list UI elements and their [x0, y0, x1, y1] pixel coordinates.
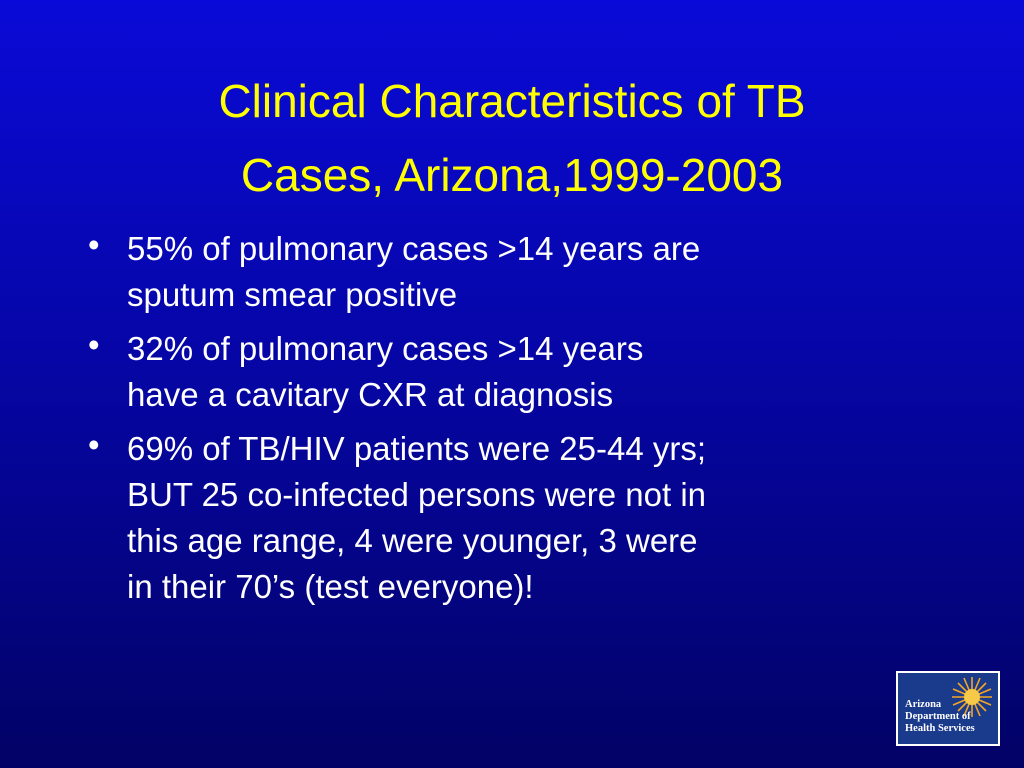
title-line: Cases, Arizona,1999-2003: [240, 149, 784, 201]
bullet-line: 69% of TB/HIV patients were 25-44 yrs;: [127, 430, 706, 467]
bullet-line: have a cavitary CXR at diagnosis: [127, 376, 614, 413]
bullet-line: this age range, 4 were younger, 3 were: [127, 522, 698, 559]
bullet-list: 55% of pulmonary cases >14 years are sput…: [88, 226, 988, 618]
bullet-line: in their 70’s (test everyone)!: [127, 568, 534, 605]
bullet-line: BUT 25 co-infected persons were not in: [127, 476, 707, 513]
logo-sun: [952, 677, 992, 717]
logo-text: Arizona Department of Health Services: [905, 699, 975, 735]
title-line: Clinical Characteristics of TB: [218, 75, 806, 127]
logo-line: Health Services: [905, 723, 975, 734]
bullet-line: sputum smear positive: [127, 276, 458, 313]
logo-line: Department of: [905, 711, 971, 722]
slide-title: Clinical Characteristics of TB Cases, Ar…: [0, 64, 1024, 212]
bullet-item: 55% of pulmonary cases >14 years are sput…: [88, 226, 988, 318]
logo: Arizona Department of Health Services: [896, 671, 1000, 746]
bullet-item: 69% of TB/HIV patients were 25-44 yrs; BU…: [88, 426, 988, 610]
bullet-item: 32% of pulmonary cases >14 years have a c…: [88, 326, 988, 418]
bullet-line: 55% of pulmonary cases >14 years are: [127, 230, 701, 267]
logo-line: Arizona: [905, 699, 942, 710]
bullet-line: 32% of pulmonary cases >14 years: [127, 330, 644, 367]
